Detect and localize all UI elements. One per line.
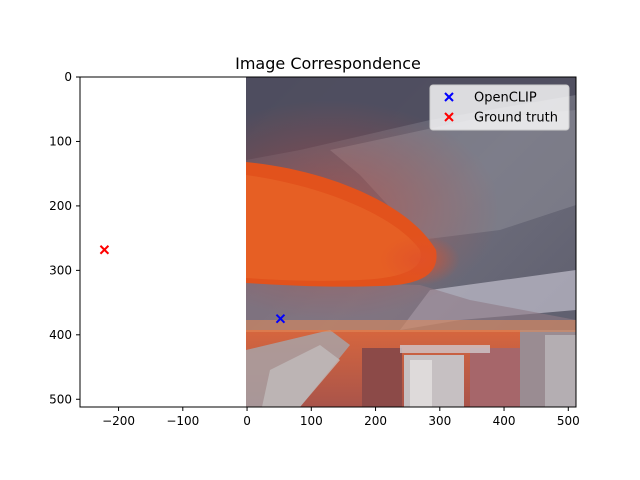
- chart-title: Image Correspondence: [235, 54, 421, 73]
- legend-label-ground-truth: Ground truth: [474, 111, 558, 126]
- data-points: [99, 245, 286, 324]
- y-tick-label: 100: [49, 134, 72, 148]
- y-tick-label: 400: [49, 328, 72, 342]
- plot-frame: [79, 76, 577, 408]
- x-tick-label: 200: [364, 414, 387, 428]
- y-tick-label: 500: [49, 392, 72, 406]
- x-tick-label: 300: [428, 414, 451, 428]
- x-tick-label: 500: [557, 414, 580, 428]
- y-tick-label: 300: [49, 263, 72, 277]
- legend-box: [429, 84, 570, 131]
- legend-marker-openclip: [444, 92, 454, 102]
- legend-label-openclip: OpenCLIP: [474, 91, 537, 106]
- y-tick-label: 0: [64, 70, 72, 84]
- x-tick-label: −200: [102, 414, 135, 428]
- x-tick-label: 0: [243, 414, 251, 428]
- legend: OpenCLIP Ground truth: [429, 84, 570, 131]
- x-tick-label: 400: [493, 414, 516, 428]
- x-tick-label: −100: [166, 414, 199, 428]
- point-openclip: [275, 313, 286, 324]
- legend-marker-ground-truth: [444, 112, 454, 122]
- x-tick-label: 100: [300, 414, 323, 428]
- y-tick-label: 200: [49, 199, 72, 213]
- x-axis: −200 −100 0 100 200 300 400 500: [102, 407, 580, 428]
- point-ground-truth: [99, 245, 110, 255]
- correspondence-image: [246, 77, 576, 407]
- y-axis: 0 100 200 300 400 500: [49, 70, 80, 406]
